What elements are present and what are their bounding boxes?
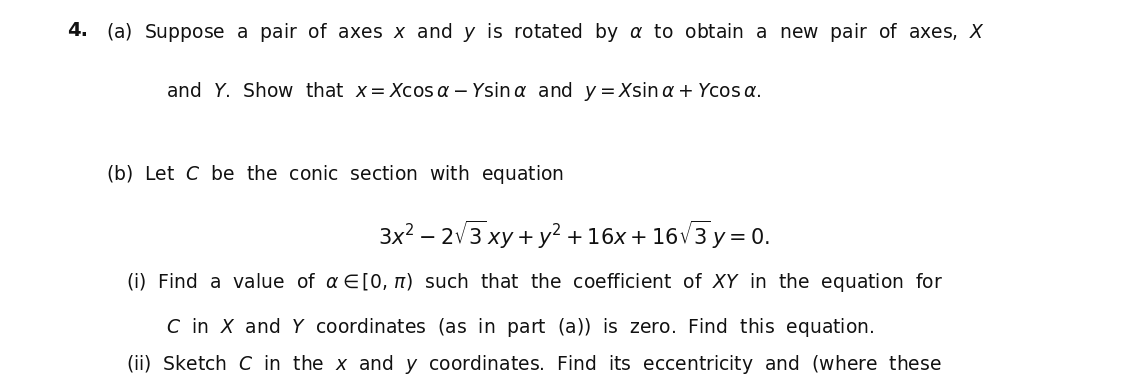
Text: $C$  in  $X$  and  $Y$  coordinates  (as  in  part  (a))  is  zero.  Find  this : $C$ in $X$ and $Y$ coordinates (as in pa… — [166, 316, 875, 339]
Text: $3x^2 - 2\sqrt{3}\,xy + y^2 + 16x + 16\sqrt{3}\,y = 0.$: $3x^2 - 2\sqrt{3}\,xy + y^2 + 16x + 16\s… — [378, 219, 770, 251]
Text: (i)  Find  a  value  of  $\alpha \in [0,\,\pi)$  such  that  the  coefficient  o: (i) Find a value of $\alpha \in [0,\,\pi… — [126, 271, 944, 294]
Text: (a)  Suppose  a  pair  of  axes  $x$  and  $y$  is  rotated  by  $\alpha$  to  o: (a) Suppose a pair of axes $x$ and $y$ i… — [106, 21, 985, 43]
Text: (ii)  Sketch  $C$  in  the  $x$  and  $y$  coordinates.  Find  its  eccentricity: (ii) Sketch $C$ in the $x$ and $y$ coord… — [126, 353, 943, 374]
Text: and  $Y$.  Show  that  $x = X\cos\alpha - Y\sin\alpha$  and  $y = X\sin\alpha + : and $Y$. Show that $x = X\cos\alpha - Y\… — [166, 80, 762, 103]
Text: (b)  Let  $C$  be  the  conic  section  with  equation: (b) Let $C$ be the conic section with eq… — [106, 163, 564, 186]
Text: 4.: 4. — [67, 21, 87, 40]
